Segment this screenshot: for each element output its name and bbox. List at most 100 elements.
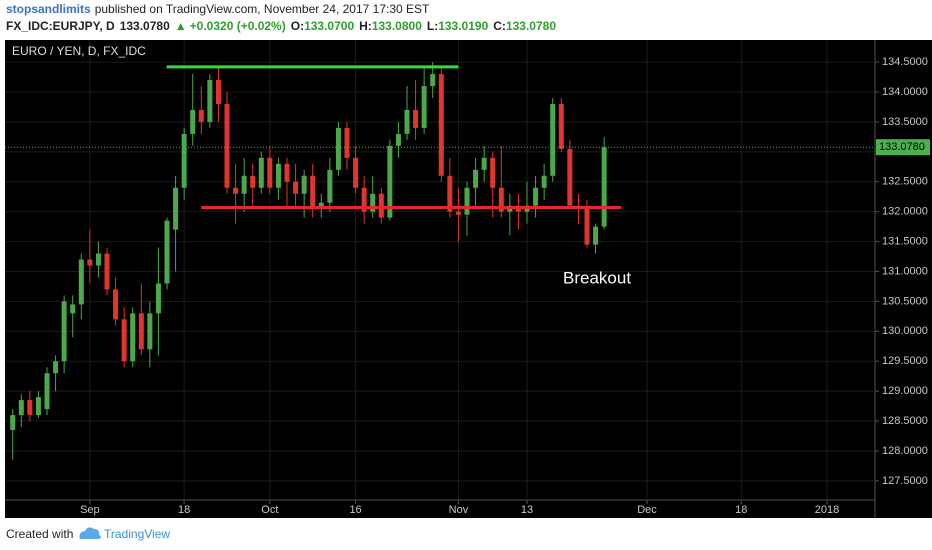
y-tick-label: 133.5000 (882, 116, 928, 128)
ohlc-value: 133.0780 (506, 19, 556, 33)
candle-body (455, 211, 461, 215)
candle-body (533, 187, 539, 206)
candle-body (541, 175, 547, 188)
candle-body (258, 157, 264, 188)
candle-body (173, 187, 179, 230)
candle-body (78, 259, 84, 305)
x-tick-label: Sep (80, 504, 100, 516)
candle-body (413, 109, 419, 128)
x-tick-label: Oct (261, 504, 278, 516)
candle-body (121, 319, 127, 362)
x-tick-label: 2018 (815, 504, 839, 516)
candle-body (387, 145, 393, 218)
candle-body (207, 80, 213, 122)
candle-body (113, 289, 119, 320)
candle-body (10, 415, 16, 431)
candle-body (558, 104, 564, 149)
candle-body (335, 127, 341, 170)
candle-body (233, 187, 239, 194)
candle-body (447, 175, 453, 212)
candle-body (198, 109, 204, 122)
x-tick-label: 18 (178, 504, 190, 516)
header-bg (0, 0, 932, 40)
candle-body (181, 133, 187, 188)
candle-body (438, 74, 444, 176)
y-tick-label: 131.0000 (882, 265, 928, 277)
candle-body (275, 163, 281, 188)
chart-title: EURO / YEN, D, FX_IDC (12, 44, 146, 58)
candle-body (284, 163, 290, 182)
candle-body (327, 169, 333, 203)
y-tick-label: 130.5000 (882, 295, 928, 307)
y-tick-label: 129.0000 (882, 385, 928, 397)
candle-body (378, 193, 384, 218)
candle-body (61, 301, 67, 362)
published: published on TradingView.com, November 2… (95, 2, 430, 16)
y-tick-label: 129.5000 (882, 355, 928, 367)
ohlc-label: O: (291, 19, 304, 33)
candle-body (95, 253, 101, 266)
candle-body (250, 175, 256, 188)
y-tick-label: 132.5000 (882, 176, 928, 188)
candle-body (104, 253, 110, 290)
last-price-box (876, 139, 930, 156)
y-tick-label: 128.5000 (882, 415, 928, 427)
candle-body (310, 175, 316, 209)
candle-body (481, 157, 487, 170)
candle-body (53, 361, 59, 374)
ohlc-label: H: (359, 19, 372, 33)
candle-body (395, 133, 401, 146)
y-tick-label: 130.0000 (882, 325, 928, 337)
candle-body (138, 313, 144, 350)
candle-body (370, 193, 376, 212)
candle-body (215, 80, 221, 105)
x-tick-label: Nov (449, 504, 469, 516)
footer-created: Created with (6, 527, 73, 541)
up-arrow: ▲ (175, 19, 187, 33)
x-tick-label: 18 (735, 504, 747, 516)
ohlc-value: 133.0800 (372, 19, 422, 33)
candle-body (147, 313, 153, 350)
ohlc-label: L: (427, 19, 438, 33)
x-tick-label: 13 (521, 504, 533, 516)
candle-body (593, 226, 599, 245)
candle-body (404, 109, 410, 134)
candle-body (293, 181, 299, 194)
annotation: Breakout (563, 268, 631, 287)
candle-body (344, 127, 350, 158)
tv-logo (79, 527, 101, 539)
x-tick-label: Dec (637, 504, 657, 516)
candle-body (550, 104, 556, 176)
last-price-label: 133.0780 (879, 141, 925, 153)
y-tick-label: 128.0000 (882, 445, 928, 457)
candle-body (318, 202, 324, 209)
y-tick-label: 131.5000 (882, 235, 928, 247)
change: +0.0320 (+0.02%) (190, 19, 286, 33)
candle-body (27, 400, 33, 416)
candle-body (18, 400, 24, 416)
candle-body (301, 175, 307, 194)
footer-brand[interactable]: TradingView (104, 527, 170, 541)
candle-body (44, 373, 50, 410)
candle-body (267, 157, 273, 188)
candle-body (464, 187, 470, 215)
candle-body (164, 220, 170, 284)
time-axis-bg (5, 500, 875, 518)
header-line: stopsandlimits published on TradingView.c… (6, 2, 430, 16)
price-axis-bg (875, 40, 932, 518)
candle-body (190, 109, 196, 134)
candle-body (130, 313, 136, 362)
candle-body (35, 397, 41, 416)
candle-body (584, 208, 590, 245)
candle-body (421, 86, 427, 128)
candle-body (155, 283, 161, 314)
candle-body (567, 148, 573, 206)
candle-body (353, 157, 359, 188)
symbol: FX_IDC:EURJPY, D (6, 19, 115, 33)
ohlc-value: 133.0700 (304, 19, 354, 33)
y-tick-label: 132.0000 (882, 206, 928, 218)
candle-body (87, 259, 93, 266)
author[interactable]: stopsandlimits (6, 2, 91, 16)
